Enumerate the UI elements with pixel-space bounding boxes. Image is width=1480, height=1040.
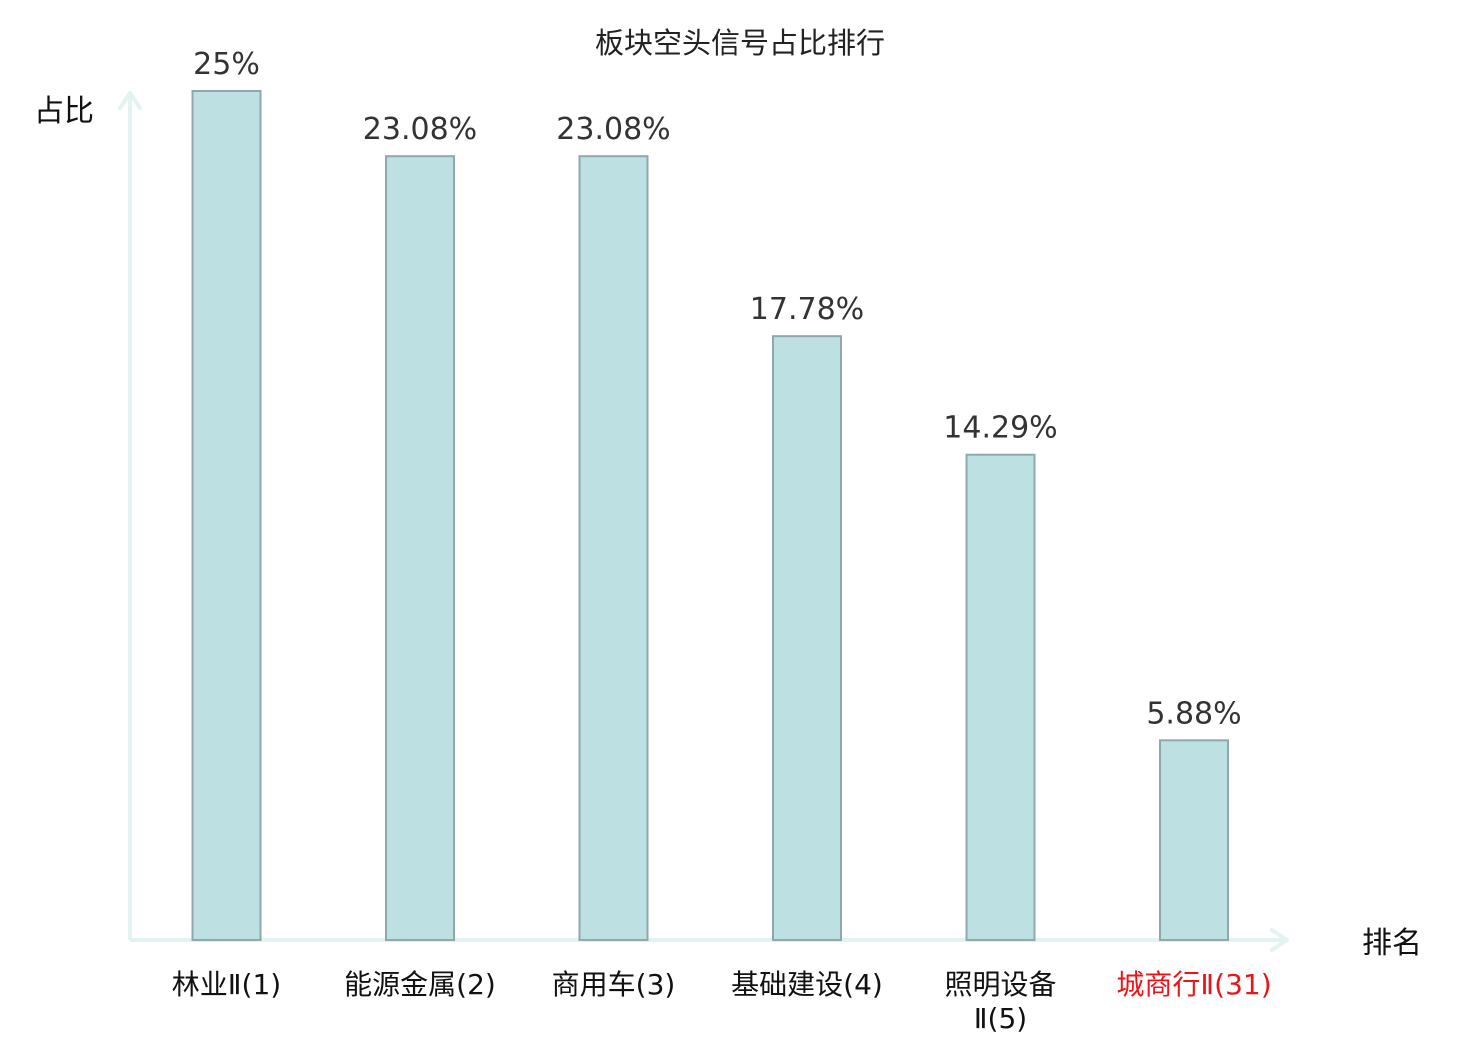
value-label-2: 23.08% — [363, 112, 477, 147]
y-axis-label: 占比 — [34, 94, 94, 129]
bar-3 — [578, 155, 649, 942]
x-axis-label: 排名 — [1362, 926, 1422, 961]
value-label-6: 5.88% — [1146, 696, 1241, 731]
bar-4 — [772, 335, 842, 941]
category-label-6: 城商行Ⅱ(31) — [1116, 968, 1271, 1001]
chart-title: 板块空头信号占比排行 — [595, 26, 885, 60]
category-label-3: 商用车(3) — [552, 968, 676, 1001]
value-labels: 25% 23.08% 23.08% 17.78% 14.29% 5.88% — [193, 47, 1242, 731]
axes — [118, 91, 1289, 952]
value-label-3: 23.08% — [556, 112, 670, 147]
bar-6 — [1159, 739, 1229, 941]
x-axis-arrow — [1270, 928, 1289, 952]
bar-5 — [965, 453, 1036, 941]
bar-2 — [385, 155, 455, 942]
value-label-1: 25% — [193, 47, 260, 82]
category-label-4: 基础建设(4) — [731, 968, 883, 1001]
category-label-5-line-2: Ⅱ(5) — [974, 1002, 1027, 1035]
category-label-2: 能源金属(2) — [344, 968, 496, 1001]
y-axis-arrow — [118, 91, 142, 110]
category-label-5-line-1: 照明设备 — [944, 968, 1056, 1001]
value-label-4: 17.78% — [750, 292, 864, 327]
bar-series — [191, 90, 1229, 942]
bar-1 — [191, 90, 262, 941]
category-label-1: 林业Ⅱ(1) — [172, 968, 281, 1001]
value-label-5: 14.29% — [943, 411, 1057, 446]
